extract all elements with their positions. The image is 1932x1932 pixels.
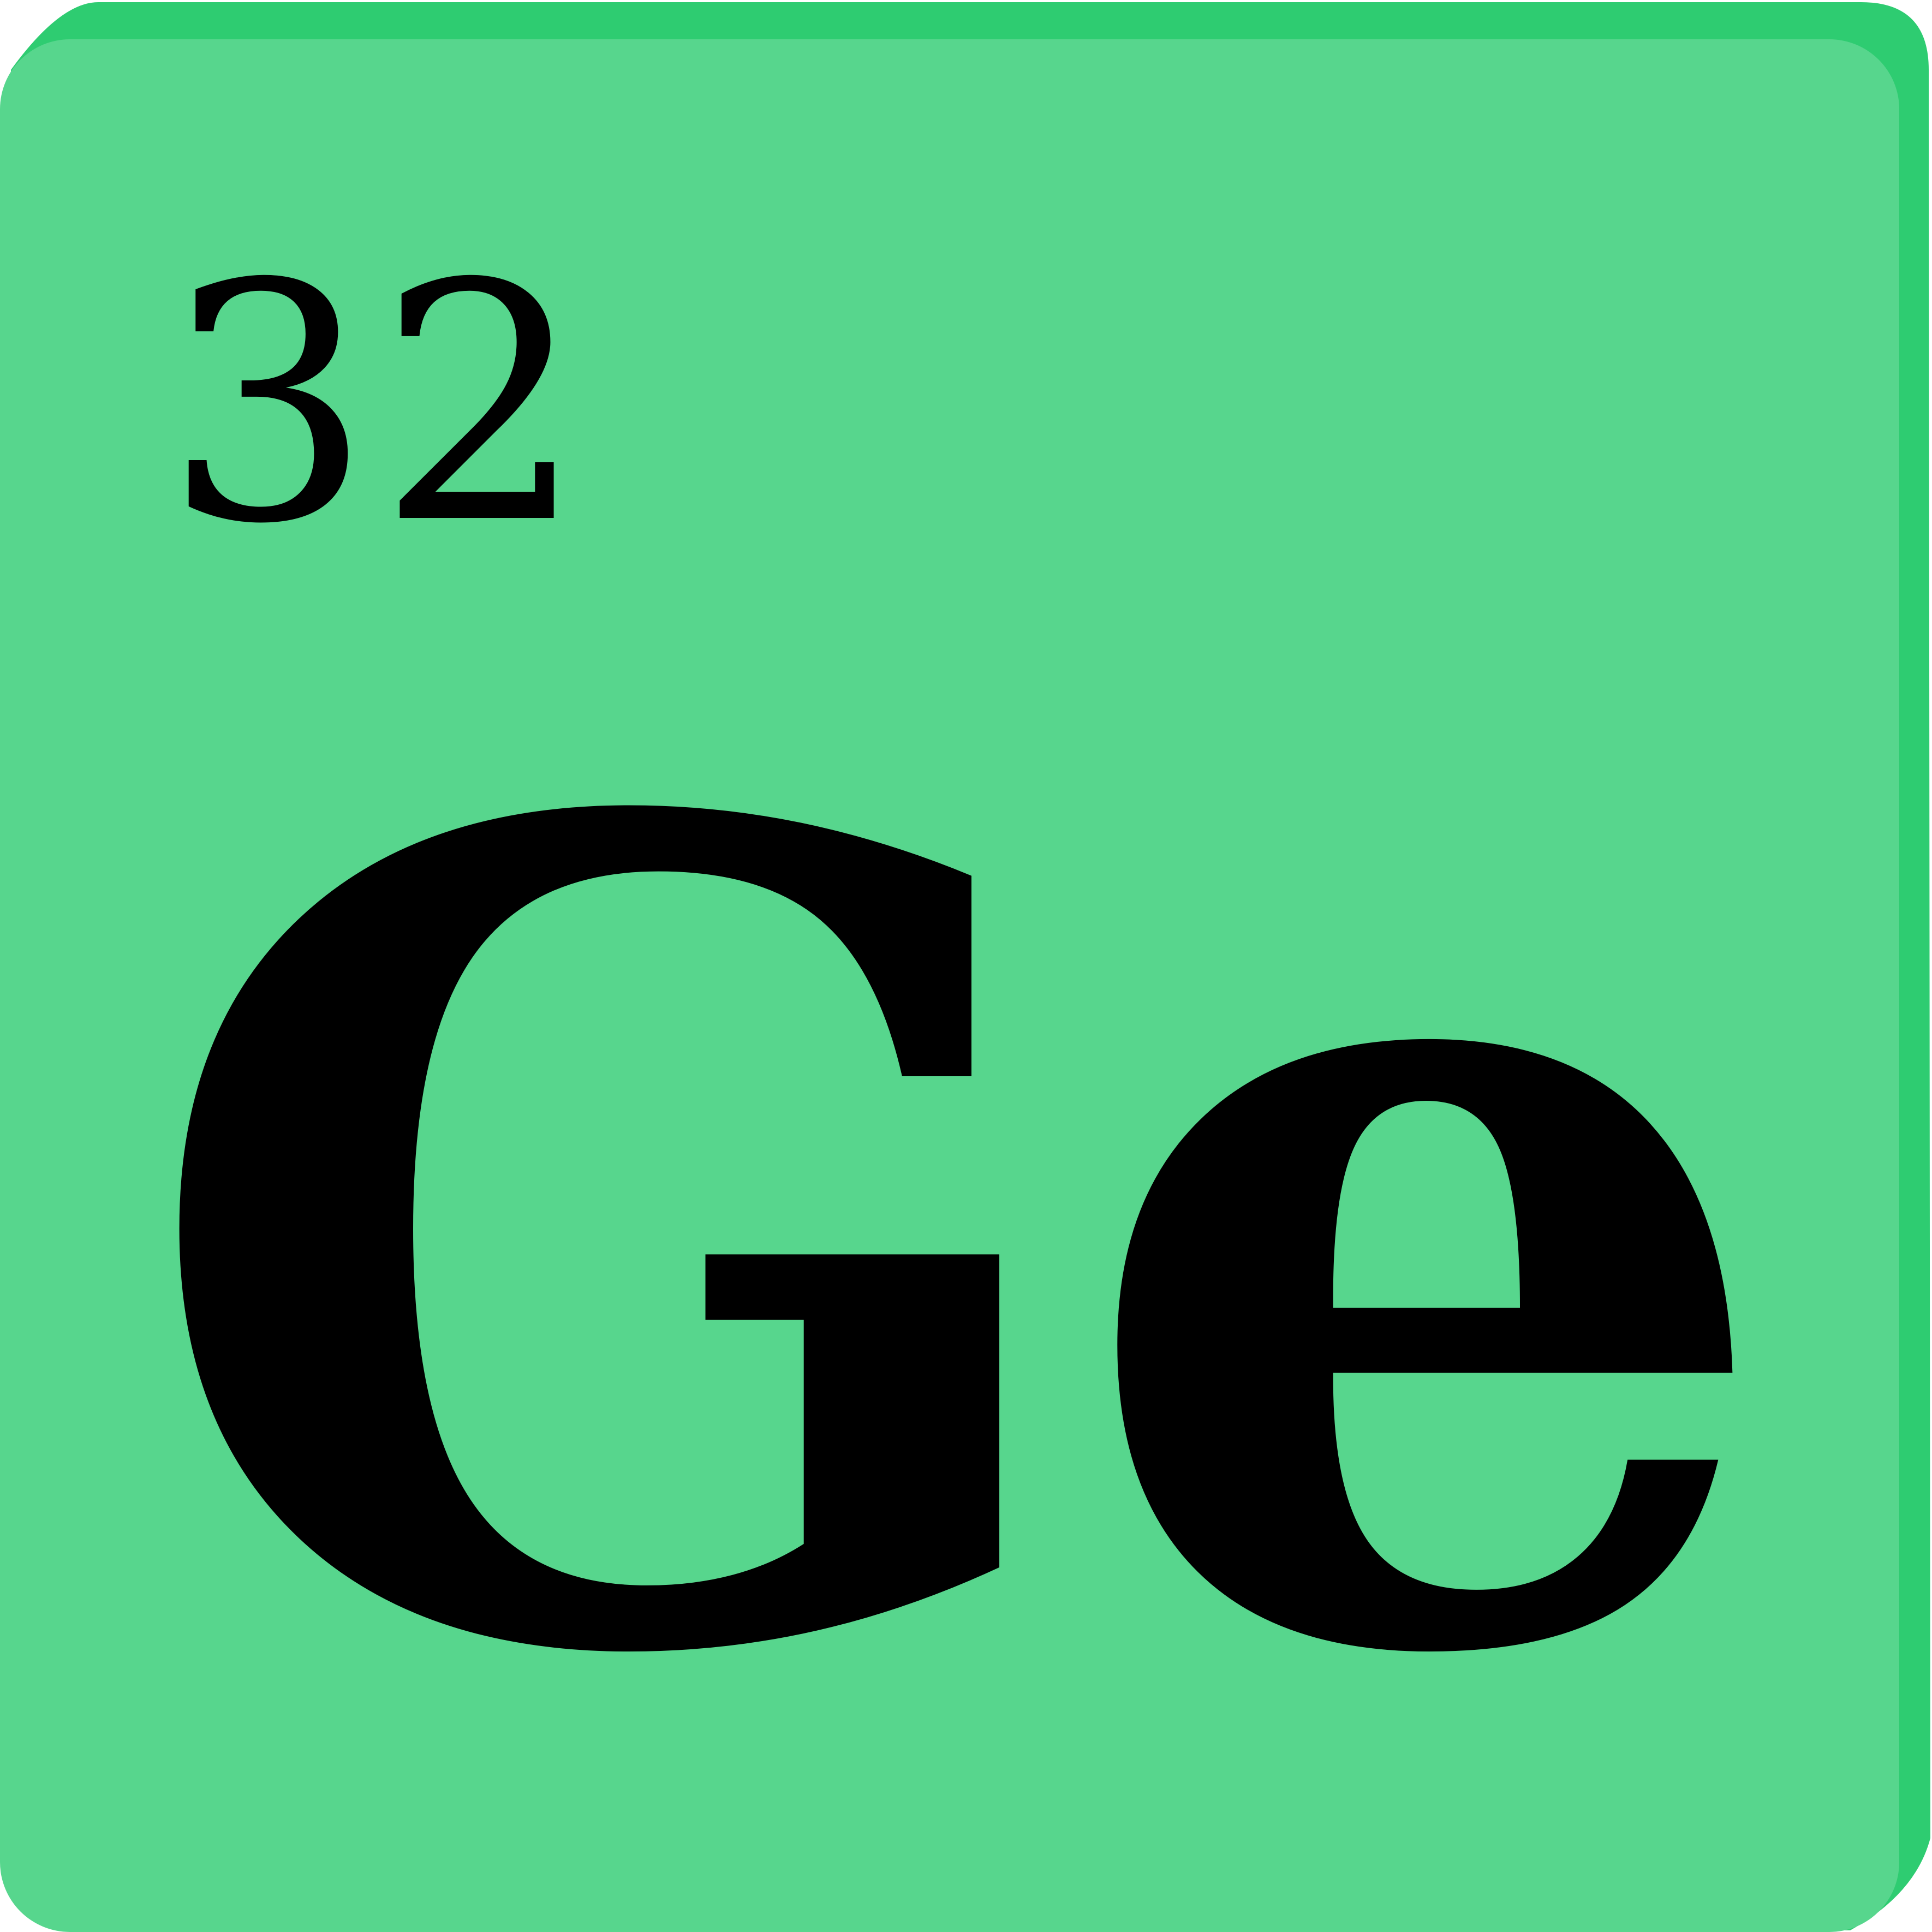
tile-face: 32 Ge xyxy=(0,39,1899,1932)
atomic-number: 32 xyxy=(164,214,592,595)
element-symbol: Ge xyxy=(132,586,1784,1900)
